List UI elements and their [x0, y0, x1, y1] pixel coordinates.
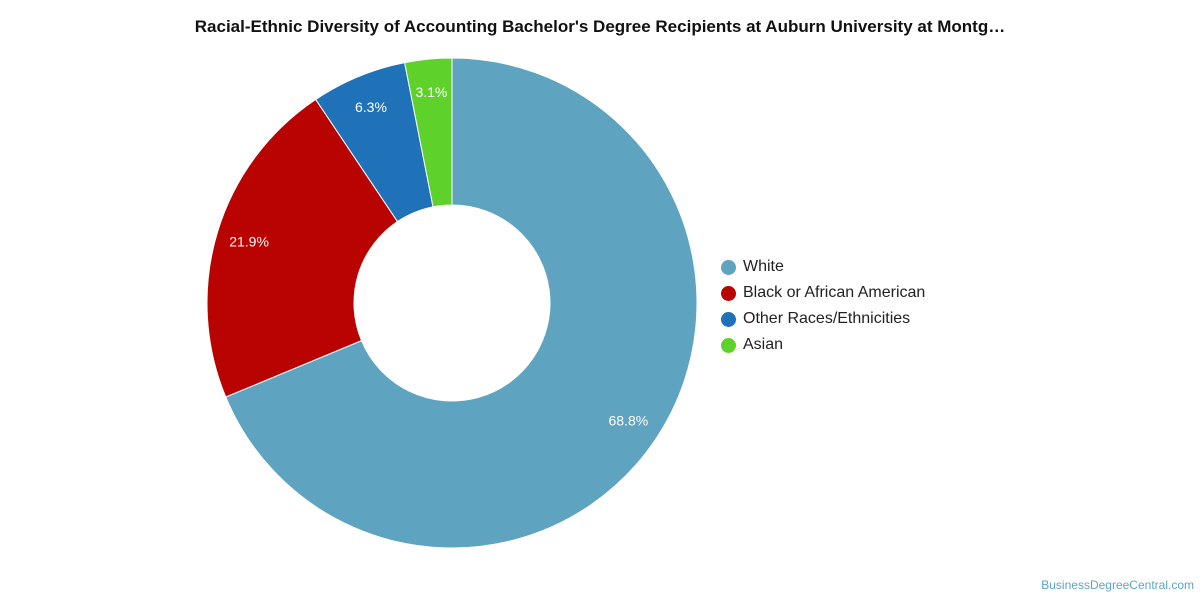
legend-item-black-or-african-american[interactable]: Black or African American [721, 280, 925, 306]
data-label-other-races-ethnicities: 6.3% [355, 99, 387, 115]
data-label-black-or-african-american: 21.9% [229, 234, 269, 250]
data-label-asian: 3.1% [415, 84, 447, 100]
slices-group [206, 57, 698, 549]
data-label-white: 68.8% [608, 413, 648, 429]
slice-white[interactable] [225, 57, 698, 549]
legend-swatch [721, 337, 736, 353]
legend-swatch [721, 311, 736, 327]
legend-item-asian[interactable]: Asian [721, 332, 925, 358]
legend-label: White [743, 258, 784, 275]
slice-black-or-african-american[interactable] [206, 98, 399, 398]
legend-item-white[interactable]: White [721, 254, 925, 280]
legend-swatch [721, 259, 736, 275]
legend-label: Other Races/Ethnicities [743, 310, 911, 327]
chart-title: Racial-Ethnic Diversity of Accounting Ba… [194, 17, 1006, 36]
slice-asian[interactable] [404, 57, 453, 208]
legend-swatch [721, 285, 736, 301]
labels-group: 68.8% 21.9% 6.3% 3.1% [229, 84, 648, 429]
legend-label: Asian [743, 336, 784, 353]
legend-item-other-races[interactable]: Other Races/Ethnicities [721, 306, 925, 332]
legend-label: Black or African American [743, 284, 926, 301]
legend: White Black or African American Other Ra… [721, 254, 925, 358]
source-credit-link[interactable]: BusinessDegreeCentral.com [1041, 578, 1194, 592]
